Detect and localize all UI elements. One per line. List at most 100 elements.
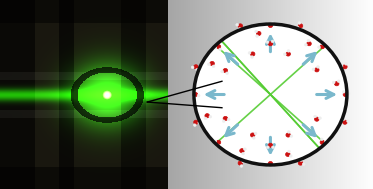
Circle shape (253, 78, 288, 111)
Circle shape (235, 62, 306, 127)
Circle shape (254, 79, 287, 110)
Circle shape (234, 61, 307, 128)
Circle shape (266, 164, 269, 167)
Circle shape (198, 28, 342, 161)
Circle shape (194, 65, 198, 69)
Circle shape (244, 70, 297, 119)
Circle shape (266, 41, 269, 43)
Circle shape (244, 70, 297, 119)
Circle shape (240, 165, 243, 167)
Circle shape (255, 80, 286, 109)
Circle shape (244, 148, 246, 150)
Circle shape (193, 124, 196, 126)
Circle shape (192, 96, 195, 98)
Circle shape (302, 163, 305, 166)
Circle shape (271, 22, 274, 24)
Circle shape (227, 55, 314, 134)
Circle shape (216, 45, 325, 144)
Circle shape (197, 27, 344, 162)
Circle shape (235, 62, 305, 127)
Circle shape (287, 131, 290, 133)
Circle shape (266, 91, 275, 98)
Circle shape (216, 44, 325, 145)
Circle shape (201, 30, 340, 159)
Circle shape (229, 56, 312, 133)
Circle shape (239, 65, 302, 124)
Circle shape (197, 26, 344, 163)
Circle shape (267, 92, 273, 97)
Circle shape (254, 132, 257, 135)
Circle shape (212, 65, 215, 68)
Circle shape (251, 76, 290, 113)
Circle shape (213, 41, 328, 148)
Circle shape (258, 83, 283, 106)
Circle shape (298, 22, 301, 24)
Circle shape (342, 118, 345, 121)
Circle shape (225, 53, 316, 136)
Circle shape (221, 70, 223, 73)
Circle shape (200, 29, 341, 160)
Circle shape (194, 25, 347, 164)
Circle shape (298, 24, 303, 28)
Circle shape (270, 94, 271, 95)
Circle shape (209, 38, 332, 151)
Circle shape (203, 32, 338, 157)
Circle shape (236, 63, 305, 126)
Circle shape (345, 63, 348, 65)
Circle shape (317, 66, 319, 68)
Circle shape (221, 49, 320, 140)
Circle shape (201, 31, 340, 158)
Circle shape (287, 50, 290, 52)
Circle shape (245, 71, 296, 118)
Circle shape (266, 23, 269, 25)
Circle shape (253, 78, 288, 111)
Circle shape (191, 66, 194, 69)
Circle shape (320, 138, 323, 141)
Circle shape (296, 26, 299, 29)
Circle shape (222, 120, 225, 122)
Circle shape (242, 160, 245, 163)
Circle shape (206, 35, 335, 154)
Circle shape (240, 66, 301, 123)
Circle shape (257, 82, 284, 107)
Circle shape (250, 52, 255, 56)
Circle shape (342, 91, 345, 93)
Circle shape (219, 47, 322, 142)
Circle shape (318, 46, 320, 49)
Circle shape (194, 120, 198, 124)
Circle shape (222, 50, 319, 139)
Circle shape (231, 58, 310, 131)
Circle shape (268, 23, 273, 28)
Circle shape (222, 49, 319, 140)
Circle shape (193, 92, 198, 97)
Circle shape (199, 29, 342, 160)
Circle shape (258, 83, 283, 106)
Circle shape (266, 90, 275, 99)
Circle shape (288, 150, 291, 153)
Circle shape (228, 56, 313, 133)
Circle shape (207, 63, 210, 66)
Circle shape (195, 26, 345, 163)
Circle shape (204, 33, 337, 156)
Circle shape (256, 81, 285, 108)
Circle shape (216, 45, 221, 49)
Circle shape (233, 60, 308, 129)
Circle shape (319, 117, 322, 119)
Circle shape (208, 37, 333, 152)
Circle shape (211, 40, 330, 149)
Circle shape (241, 67, 300, 122)
Circle shape (224, 52, 317, 137)
Circle shape (198, 122, 201, 124)
Circle shape (253, 137, 255, 139)
Circle shape (307, 39, 310, 42)
Circle shape (205, 34, 336, 155)
Circle shape (259, 84, 282, 105)
Circle shape (207, 36, 334, 153)
Circle shape (207, 36, 333, 153)
Circle shape (263, 87, 278, 102)
Circle shape (246, 72, 295, 117)
Circle shape (223, 68, 228, 73)
Circle shape (239, 66, 301, 123)
Circle shape (212, 41, 329, 148)
Circle shape (236, 23, 239, 26)
